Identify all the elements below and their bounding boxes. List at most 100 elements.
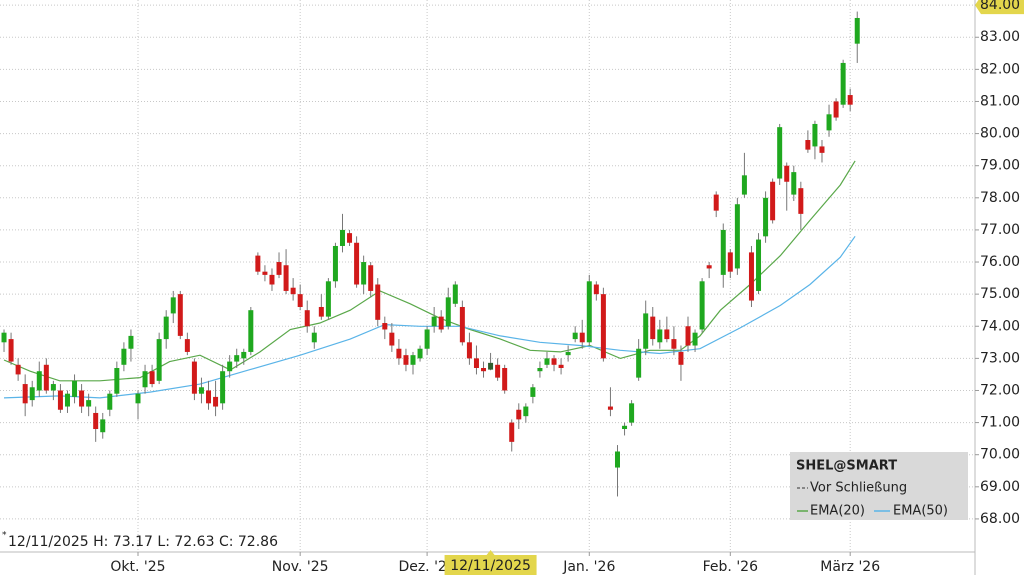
candle-body — [318, 306, 324, 317]
hover-date-tag: 12/11/2025 — [444, 550, 537, 575]
candle-body — [763, 197, 769, 237]
candle-body — [170, 297, 176, 314]
candle-body — [509, 422, 515, 442]
candle-body — [269, 274, 275, 285]
candle-body — [431, 316, 437, 327]
legend-entry: Vor Schließung — [810, 481, 907, 496]
candle-body — [713, 194, 719, 211]
candle-body — [107, 393, 113, 410]
hover-info: 12/11/2025 H: 73.17 L: 72.63 C: 72.86 — [8, 534, 278, 550]
candle-body — [741, 175, 747, 195]
candle-body — [177, 294, 183, 336]
candle-body — [812, 123, 818, 147]
legend-entry: EMA(20) — [810, 504, 865, 519]
candle-body — [777, 127, 783, 179]
candle-body — [368, 265, 374, 291]
hover-date-bg — [444, 555, 537, 575]
candle-body — [347, 233, 353, 243]
candle-body — [643, 313, 649, 349]
candle-body — [664, 329, 670, 340]
candle-body — [502, 368, 508, 391]
candle-body — [600, 294, 606, 359]
candle-body — [629, 403, 635, 423]
last-price-tag — [975, 0, 1024, 15]
y-tick-label: 70.00 — [980, 447, 1020, 463]
x-tick-label: Okt. '25 — [110, 559, 165, 575]
candle-body — [248, 310, 254, 352]
ema-lines — [3, 160, 856, 399]
candle-body — [36, 371, 42, 391]
candle-body — [325, 281, 331, 317]
candle-body — [473, 358, 479, 368]
candle-body — [283, 265, 289, 291]
candle-body — [276, 262, 282, 275]
candle-body — [227, 361, 233, 372]
candle-body — [523, 406, 529, 417]
candle-body — [57, 390, 63, 410]
candle-body — [784, 165, 790, 182]
candle-body — [290, 287, 296, 295]
y-tick-label: 76.00 — [980, 254, 1020, 270]
candle-body — [805, 140, 811, 150]
candle-body — [332, 245, 338, 282]
candle-body — [734, 204, 740, 269]
candle-body — [748, 252, 754, 301]
candle-body — [756, 239, 762, 291]
candle-body — [579, 332, 585, 343]
legend-box — [790, 452, 968, 520]
candle-body — [375, 284, 381, 320]
candle-body — [64, 393, 70, 407]
candle-body — [163, 316, 169, 340]
candle-body — [206, 390, 212, 404]
candle-body — [727, 252, 733, 272]
candle-body — [650, 316, 656, 340]
candle-body — [198, 387, 204, 394]
candle-body — [72, 380, 78, 397]
candle-body — [29, 387, 35, 401]
hover-value: 72.86 — [238, 534, 278, 550]
candle-body — [671, 339, 677, 349]
candle-body — [100, 419, 106, 433]
candle-body — [438, 316, 444, 330]
y-tick-label: 68.00 — [980, 511, 1020, 527]
candle-body — [530, 387, 536, 397]
x-tick-label: Feb. '26 — [703, 559, 758, 575]
candle-body — [636, 348, 642, 378]
candle-body — [558, 364, 564, 368]
ema-line — [3, 160, 856, 382]
hover-label: H: — [93, 534, 108, 550]
x-tick-label: Nov. '25 — [272, 559, 329, 575]
candle-body — [847, 95, 853, 105]
candle-body — [135, 393, 141, 404]
candle-body — [685, 326, 691, 346]
candle-body — [826, 114, 832, 131]
candle-body — [466, 342, 472, 359]
candle-body — [255, 255, 261, 272]
y-tick-label: 75.00 — [980, 286, 1020, 302]
candle-body — [128, 335, 134, 349]
hover-label: C: — [219, 534, 234, 550]
candle-body — [593, 284, 599, 295]
candle-body — [220, 371, 226, 404]
candle-body — [389, 332, 395, 346]
x-tick-label: März '26 — [820, 559, 880, 575]
candle-body — [544, 358, 550, 365]
candle-body — [149, 371, 155, 385]
candle-body — [241, 351, 247, 359]
x-tick-label: Dez. '25 — [398, 559, 455, 575]
candle-body — [43, 364, 49, 391]
candle-body — [93, 412, 99, 430]
hover-date: 12/11/2025 — [8, 534, 89, 550]
candle-body — [854, 17, 860, 44]
candle-body — [678, 351, 684, 365]
candle-body — [396, 348, 402, 359]
candle-body — [770, 181, 776, 221]
y-tick-label: 83.00 — [980, 29, 1020, 45]
candle-body — [833, 101, 839, 118]
candle-body — [481, 368, 487, 372]
candle-body — [191, 361, 197, 394]
hover-date-label: 12/11/2025 — [450, 558, 531, 574]
candle-body — [8, 339, 14, 362]
candle-body — [156, 339, 162, 381]
